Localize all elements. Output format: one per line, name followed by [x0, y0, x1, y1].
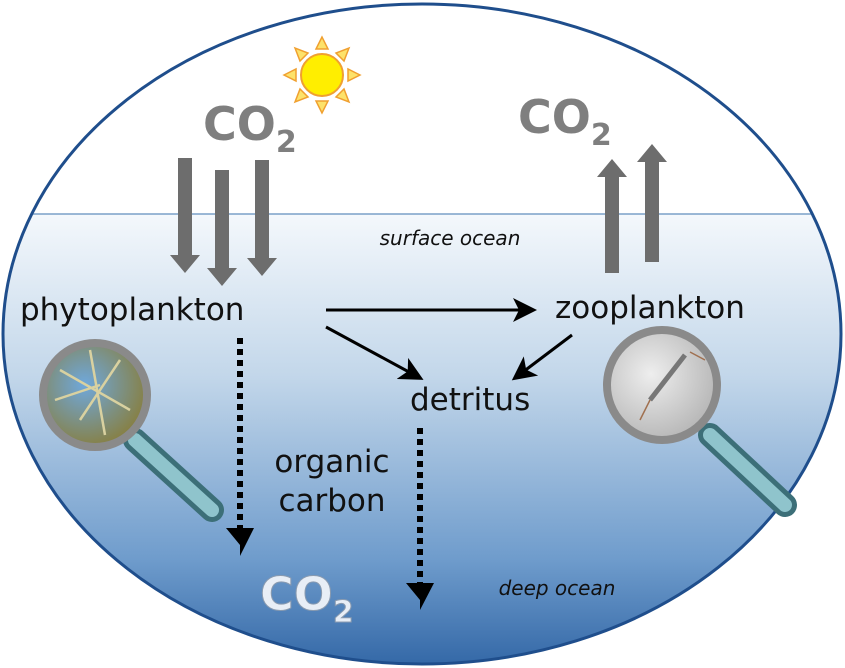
deep-label: deep ocean [499, 576, 616, 600]
co2-main: CO [260, 567, 333, 621]
diagram: CO2 CO2 CO2 surface ocean deep ocean phy… [0, 0, 845, 668]
co2-down-arrows [170, 158, 277, 286]
detritus-label: detritus [410, 382, 530, 418]
co2-sub: 2 [276, 125, 297, 160]
phytoplankton-label: phytoplankton [20, 292, 244, 328]
zooplankton-label: zooplankton [555, 290, 745, 326]
flux-label: organic [274, 444, 389, 480]
co2-sub: 2 [591, 118, 612, 153]
co2-main: CO [518, 90, 591, 144]
flux-label: carbon [278, 483, 385, 519]
surface-label: surface ocean [380, 226, 521, 250]
co2-sub: 2 [333, 595, 354, 630]
co2-main: CO [203, 97, 276, 151]
sun [284, 37, 360, 113]
page: CO2 CO2 CO2 surface ocean deep ocean phy… [0, 0, 845, 668]
